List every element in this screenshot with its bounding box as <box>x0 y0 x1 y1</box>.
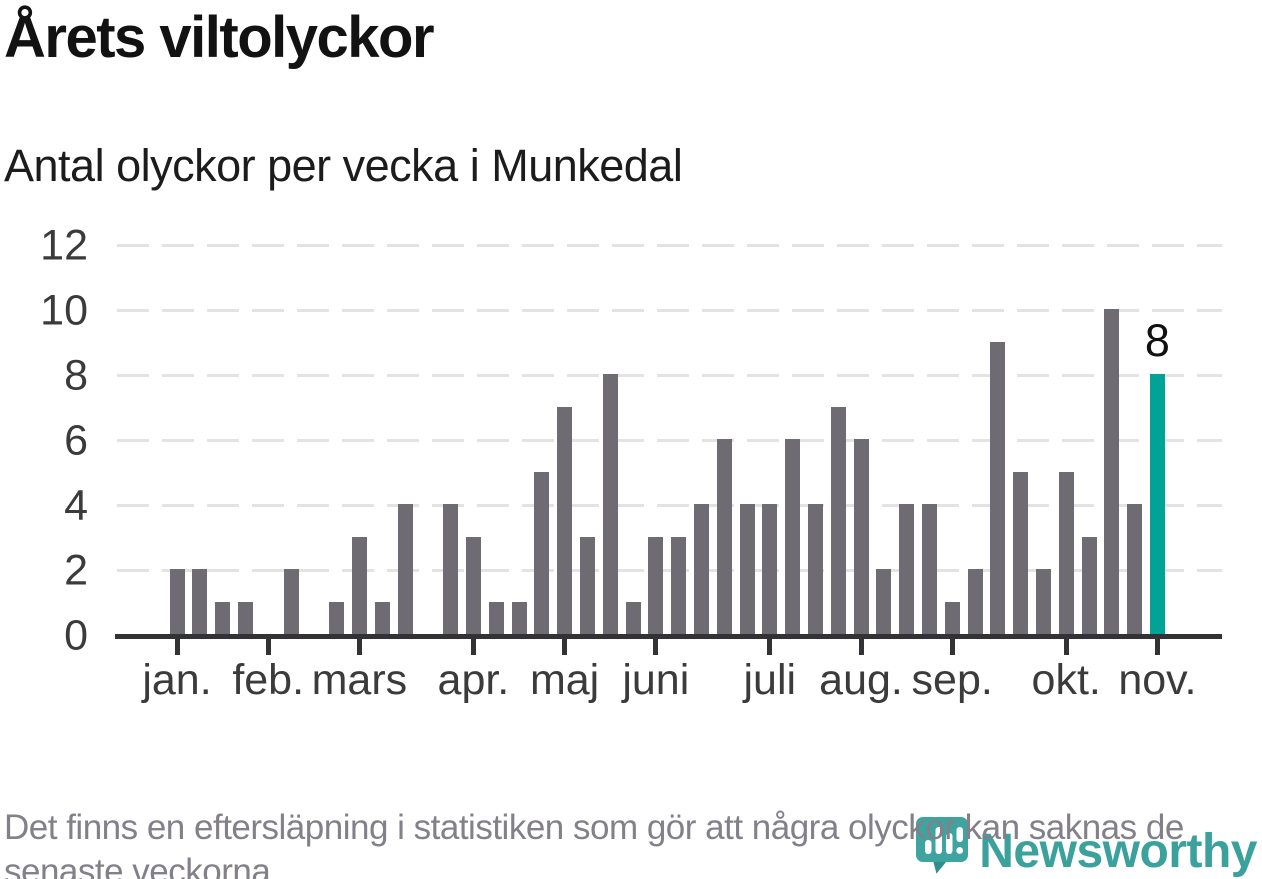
bar-week-20 <box>602 374 618 634</box>
bar-week-14 <box>465 536 481 634</box>
x-axis-label-juni: juni <box>622 656 690 704</box>
x-axis-label-juli: juli <box>743 656 797 704</box>
x-axis-tick-mars <box>356 639 362 655</box>
bar-week-32 <box>876 569 892 634</box>
bar-week-29 <box>807 504 823 634</box>
gridline-4 <box>117 504 1222 507</box>
bar-week-13 <box>443 504 459 634</box>
y-axis-label: 6 <box>64 416 88 465</box>
y-axis-label: 8 <box>64 351 88 400</box>
bar-week-33 <box>899 504 915 634</box>
y-axis-label: 10 <box>40 286 88 335</box>
x-axis-tick-maj <box>562 639 568 655</box>
bar-week-27 <box>762 504 778 634</box>
x-axis-label-aug: aug. <box>819 656 903 704</box>
x-axis-tick-okt <box>1063 639 1069 655</box>
x-axis-label-nov: nov. <box>1118 656 1197 704</box>
x-axis-tick-jan <box>174 639 180 655</box>
y-axis-label: 4 <box>64 481 88 530</box>
bar-week-19 <box>579 536 595 634</box>
bar-week-22 <box>648 536 664 634</box>
bar-week-25 <box>716 439 732 634</box>
x-axis-label-jan: jan. <box>142 656 212 704</box>
bar-week-23 <box>671 536 687 634</box>
x-axis-tick-juli <box>767 639 773 655</box>
bar-week-26 <box>739 504 755 634</box>
page-title: Årets viltolyckor <box>4 5 435 70</box>
bar-week-17 <box>534 471 550 634</box>
chart-subtitle: Antal olyckor per vecka i Munkedal <box>4 140 683 191</box>
bar-week-21 <box>625 601 641 634</box>
bar-week-3 <box>215 601 231 634</box>
bar-week-6 <box>283 569 299 634</box>
bar-week-39 <box>1035 569 1051 634</box>
gridline-12 <box>117 244 1222 247</box>
x-axis-label-mars: mars <box>311 656 408 704</box>
bar-week-34 <box>921 504 937 634</box>
footer-note-line: Det finns en eftersläpning i statistiken… <box>4 808 1184 847</box>
bar-week-9 <box>351 536 367 634</box>
x-axis-label-apr: apr. <box>437 656 510 704</box>
x-axis-tick-apr <box>470 639 476 655</box>
gridline-2 <box>117 569 1222 572</box>
y-axis-label: 12 <box>40 221 88 270</box>
newsworthy-pin-barchart-icon <box>915 816 969 879</box>
newsworthy-wordmark: Newsworthy <box>979 825 1257 878</box>
gridline-8 <box>117 374 1222 377</box>
y-axis-label: 0 <box>64 611 88 660</box>
bar-week-10 <box>374 601 390 634</box>
x-axis-tick-aug <box>858 639 864 655</box>
bar-week-40 <box>1058 471 1074 634</box>
bar-week-16 <box>511 601 527 634</box>
bar-week-8 <box>329 601 345 634</box>
bar-week-31 <box>853 439 869 634</box>
x-axis-label-okt: okt. <box>1031 656 1101 704</box>
gridline-10 <box>117 309 1222 312</box>
x-axis-label-maj: maj <box>529 656 600 704</box>
x-axis-label-feb: feb. <box>232 656 305 704</box>
newsworthy-logo: Newsworthy <box>915 816 1257 879</box>
y-axis-label: 2 <box>64 546 88 595</box>
x-axis-tick-nov <box>1154 639 1160 655</box>
footer-note: Det finns en eftersläpning i statistiken… <box>4 806 1184 879</box>
bar-week-38 <box>1013 471 1029 634</box>
bar-week-15 <box>488 601 504 634</box>
bar-week-41 <box>1081 536 1097 634</box>
bar-week-11 <box>397 504 413 634</box>
bar-week-42 <box>1104 309 1120 634</box>
bar-week-24 <box>693 504 709 634</box>
x-axis-label-sep: sep. <box>911 656 993 704</box>
bar-week-4 <box>237 601 253 634</box>
bar-week-37 <box>990 341 1006 634</box>
bar-current-week-highlighted <box>1149 374 1165 634</box>
bar-week-35 <box>944 601 960 634</box>
x-axis-tick-sep <box>949 639 955 655</box>
bar-week-43 <box>1127 504 1143 634</box>
bar-week-1 <box>169 569 185 634</box>
bar-week-36 <box>967 569 983 634</box>
bar-week-2 <box>192 569 208 634</box>
highlight-value-label: 8 <box>1144 315 1170 366</box>
x-axis-tick-juni <box>653 639 659 655</box>
x-axis-line <box>115 634 1222 639</box>
x-axis-tick-feb <box>265 639 271 655</box>
gridline-6 <box>117 439 1222 442</box>
bar-week-18 <box>557 406 573 634</box>
bar-week-30 <box>830 406 846 634</box>
footer-note-line: senaste veckorna. <box>4 852 280 879</box>
bar-week-28 <box>785 439 801 634</box>
